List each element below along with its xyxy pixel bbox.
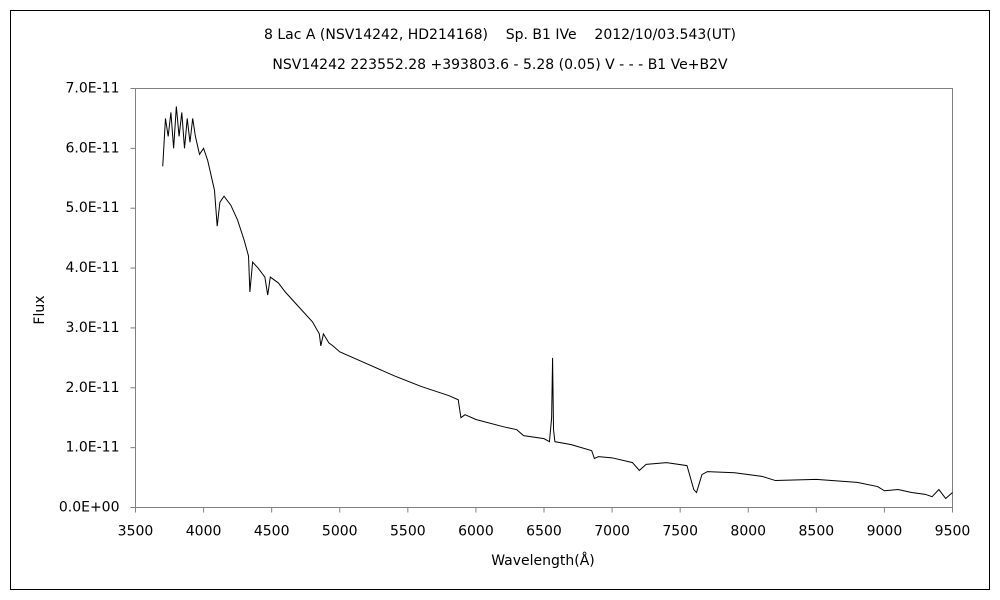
y-tick-label: 5.0E-11 [66, 200, 120, 216]
y-tick-label: 1.0E-11 [66, 440, 120, 456]
y-tick-label: 6.0E-11 [66, 140, 120, 156]
x-tick-label: 9500 [935, 524, 971, 540]
chart-subtitle: NSV14242 223552.28 +393803.6 - 5.28 (0.0… [272, 57, 728, 73]
x-tick-label: 5000 [322, 524, 358, 540]
plot-frame [135, 88, 953, 508]
x-tick-label: 3500 [118, 524, 154, 540]
y-tick-label: 7.0E-11 [66, 81, 120, 97]
x-tick-label: 7500 [662, 524, 698, 540]
y-tick-label: 2.0E-11 [66, 380, 120, 396]
chart-title: 8 Lac A (NSV14242, HD214168) Sp. B1 IVe … [264, 27, 736, 43]
x-tick-label: 4000 [186, 524, 222, 540]
y-tick-label: 0.0E+00 [59, 500, 120, 516]
x-tick-label: 8000 [730, 524, 766, 540]
x-tick-label: 7000 [594, 524, 630, 540]
x-tick-label: 4500 [254, 524, 290, 540]
x-tick-label: 5500 [390, 524, 426, 540]
chart-frame [10, 10, 990, 590]
x-tick-label: 9000 [867, 524, 903, 540]
x-tick-label: 6500 [526, 524, 562, 540]
y-tick-label: 4.0E-11 [66, 260, 120, 276]
y-axis-label: Flux [32, 295, 48, 324]
x-axis-label: Wavelength(Å) [491, 552, 595, 569]
x-tick-label: 6000 [458, 524, 494, 540]
y-tick-label: 3.0E-11 [66, 320, 120, 336]
x-tick-label: 8500 [799, 524, 835, 540]
spectrum-line [162, 106, 953, 500]
